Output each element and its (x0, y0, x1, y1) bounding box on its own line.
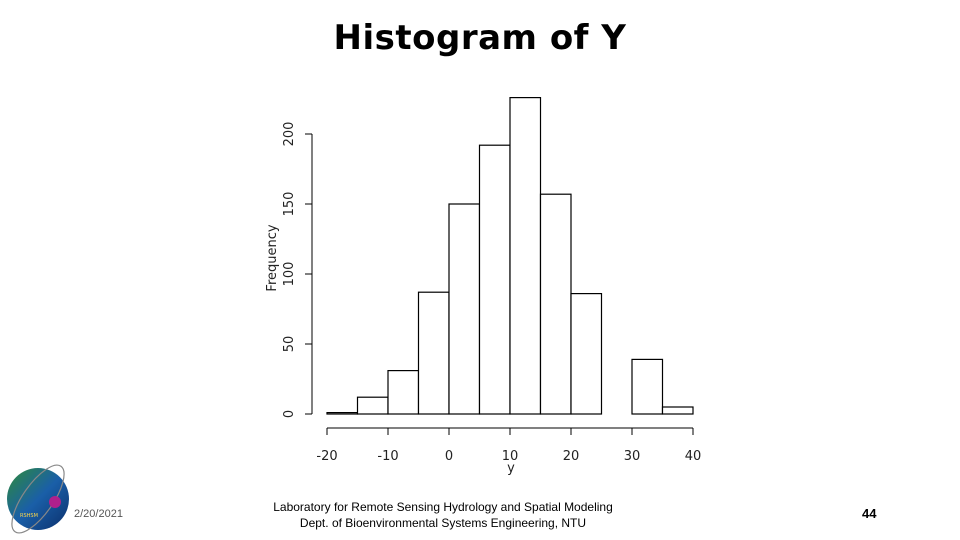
histogram-bar (326, 412, 359, 415)
y-axis-label: Frequency (265, 224, 280, 291)
histogram-bar (631, 358, 664, 415)
footer-date: 2/20/2021 (74, 508, 123, 520)
y-tick-label: 150 (282, 192, 297, 217)
x-tick-label: -20 (316, 449, 337, 464)
x-axis-label: y (507, 461, 515, 476)
histogram-bar (448, 203, 481, 415)
x-tick-label: 0 (445, 449, 453, 464)
y-tick-label: 0 (282, 410, 297, 418)
page-number: 44 (862, 506, 877, 521)
x-tick-label: 20 (563, 449, 580, 464)
x-tick-label: 10 (502, 449, 519, 464)
logo-text: RSHSM (20, 513, 38, 519)
y-axis: 0 50 100 150 200 (282, 122, 313, 418)
footer-lab-line1: Laboratory for Remote Sensing Hydrology … (273, 500, 613, 514)
histogram-bar (417, 291, 450, 415)
footer-lab-line2: Dept. of Bioenvironmental Systems Engine… (299, 516, 587, 530)
histogram-bar (478, 144, 511, 415)
slide-title: Histogram of Y (333, 18, 627, 58)
y-tick-label: 200 (282, 122, 297, 147)
lab-logo: RSHSM (7, 464, 69, 534)
footer-lab-info: Laboratory for Remote Sensing Hydrology … (243, 499, 643, 531)
histogram-bar (539, 193, 572, 415)
histogram-bar (356, 396, 389, 415)
x-tick-label: -10 (377, 449, 398, 464)
histogram-bar (387, 370, 420, 415)
histogram-bars (326, 96, 694, 415)
histogram-bar (661, 406, 694, 415)
histogram-bar (570, 293, 603, 415)
histogram-bar (509, 96, 542, 415)
y-tick-label: 50 (282, 336, 297, 353)
x-tick-label: 30 (624, 449, 641, 464)
x-tick-label: 40 (685, 449, 702, 464)
x-axis: -20 -10 0 10 20 30 40 (316, 427, 702, 464)
y-tick-label: 100 (282, 262, 297, 287)
